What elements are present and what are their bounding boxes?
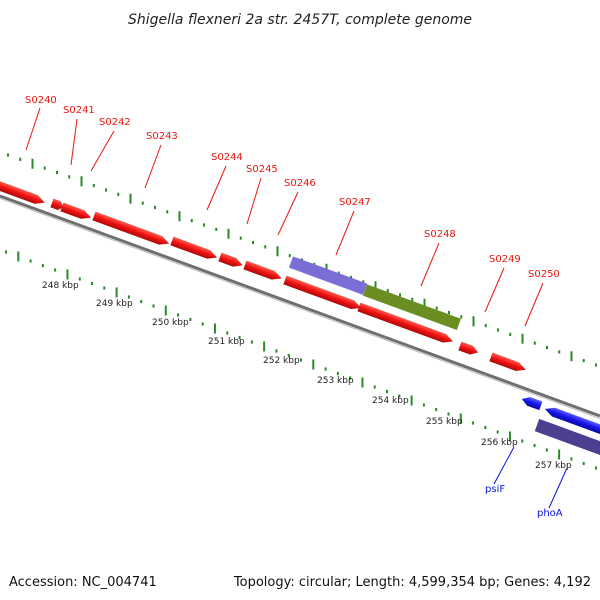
feature-bar-olive-shape [362,284,461,331]
label-leader-line [548,467,568,509]
kbp-label: 252 kbp [263,356,300,366]
tick-marks [5,153,597,470]
gene-s0249[interactable] [458,341,479,357]
gene-s0246[interactable] [243,260,283,283]
gene-s0245[interactable] [218,252,244,270]
kbp-labels: 248 kbp 249 kbp 250 kbp 251 kbp 252 kbp … [42,281,572,471]
gene-label-s0250[interactable]: S0250 [528,269,560,280]
gene-s0245-shape [218,252,244,267]
gene-s0247[interactable] [283,275,362,312]
label-leader-line [420,242,440,287]
map-title: Shigella flexneri 2a str. 2457T, complet… [128,12,472,28]
gene-psif-shape [521,396,543,411]
gene-label-s0245[interactable]: S0245 [246,164,278,175]
gene-phoa-shape [544,407,600,436]
label-leader-line [524,282,544,327]
gene-s0250-shape [489,352,527,372]
features [288,256,600,456]
kbp-label: 254 kbp [372,396,409,406]
label-leader-line [493,446,515,485]
feature-bar-purple [288,256,368,295]
label-leader-line [144,144,162,189]
gene-s0242[interactable] [60,202,92,222]
label-leader-line [70,118,78,166]
label-leader-line [484,267,505,313]
gene-s0248-shape [357,302,454,343]
gene-s0244-shape [170,236,218,259]
gene-s0240[interactable] [0,179,46,207]
label-leader-line [335,210,355,256]
gene-s0248[interactable] [357,302,454,346]
label-leaders [25,107,568,509]
gene-s0241[interactable] [50,198,64,212]
kbp-label: 249 kbp [96,299,133,309]
gene-label-s0246[interactable]: S0246 [284,178,316,189]
gene-label-s0249[interactable]: S0249 [489,254,521,265]
gene-s0243[interactable] [92,211,170,248]
gene-s0249-shape [458,341,479,355]
gene-label-s0242[interactable]: S0242 [99,117,131,128]
gene-s0241-shape [50,198,64,211]
feature-bar-purple-shape [288,256,368,295]
gene-s0242-shape [60,202,92,220]
gene-s0250[interactable] [489,352,527,374]
gene-s0243-shape [92,211,170,245]
kbp-label: 253 kbp [317,376,354,386]
gene-label-s0241[interactable]: S0241 [63,105,95,116]
gene-label-phoa[interactable]: phoA [537,508,563,519]
gene-label-s0243[interactable]: S0243 [146,131,178,142]
feature-bar-dark-shape [534,418,600,456]
label-leader-line [206,165,227,211]
label-leader-line [246,177,262,225]
gene-s0244[interactable] [170,236,218,262]
kbp-label: 256 kbp [481,438,518,448]
gene-psif[interactable] [520,395,543,411]
gene-s0246-shape [243,260,283,280]
kbp-label: 250 kbp [152,318,189,328]
gene-label-s0240[interactable]: S0240 [25,95,57,106]
gene-label-psif[interactable]: psiF [485,484,505,495]
backbone [0,194,600,419]
label-leader-line [90,130,115,172]
feature-bar-dark [534,418,600,456]
gene-label-s0244[interactable]: S0244 [211,152,243,163]
label-leader-line [25,107,41,151]
kbp-label: 251 kbp [208,337,245,347]
genome-summary-text: Topology: circular; Length: 4,599,354 bp… [233,575,591,590]
gene-s0240-shape [0,179,46,204]
gene-labels: S0240 S0241 S0242 S0243 S0244 S0245 S024… [25,95,563,519]
genes [0,179,600,436]
feature-bar-olive [362,284,461,331]
gene-phoa[interactable] [543,405,600,436]
gene-s0247-shape [283,275,362,310]
kbp-label: 257 kbp [535,461,572,471]
kbp-label: 255 kbp [426,417,463,427]
gene-label-s0247[interactable]: S0247 [339,197,371,208]
kbp-label: 248 kbp [42,281,79,291]
gene-label-s0248[interactable]: S0248 [424,229,456,240]
accession-text: Accession: NC_004741 [9,575,157,590]
label-leader-line [277,191,299,236]
